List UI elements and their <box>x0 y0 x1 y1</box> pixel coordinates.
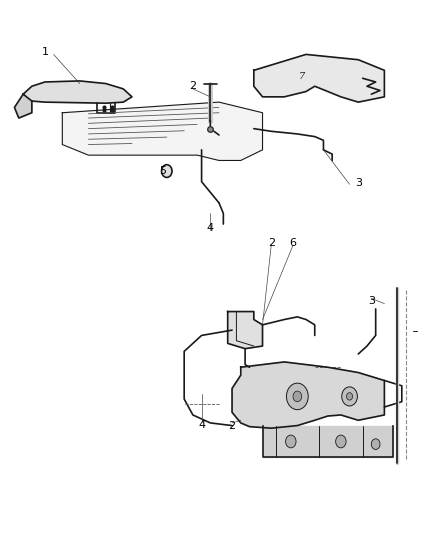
Text: 2: 2 <box>229 421 236 431</box>
Circle shape <box>286 435 296 448</box>
Text: 4: 4 <box>207 223 214 233</box>
Text: 2: 2 <box>268 238 275 248</box>
Circle shape <box>336 435 346 448</box>
Text: 1: 1 <box>42 47 49 56</box>
Circle shape <box>293 391 302 402</box>
Circle shape <box>342 387 357 406</box>
Polygon shape <box>232 362 385 428</box>
Text: 2: 2 <box>189 81 197 91</box>
Text: 5: 5 <box>159 166 166 176</box>
Text: 3: 3 <box>355 177 362 188</box>
Polygon shape <box>23 81 132 103</box>
Circle shape <box>371 439 380 449</box>
Circle shape <box>286 383 308 410</box>
Text: 7: 7 <box>299 72 305 81</box>
Circle shape <box>162 165 172 177</box>
Text: 6: 6 <box>290 238 297 248</box>
Polygon shape <box>262 425 393 457</box>
Circle shape <box>346 393 353 400</box>
Text: 3: 3 <box>368 296 375 306</box>
Polygon shape <box>14 94 32 118</box>
Polygon shape <box>254 54 385 102</box>
Polygon shape <box>228 312 262 349</box>
Text: 4: 4 <box>198 419 205 430</box>
Polygon shape <box>62 102 262 160</box>
